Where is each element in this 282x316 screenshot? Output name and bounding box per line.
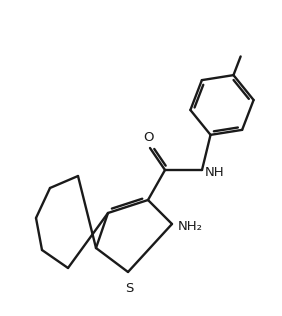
Text: NH₂: NH₂ [178, 221, 203, 234]
Text: S: S [125, 282, 133, 295]
Text: NH: NH [205, 166, 225, 179]
Text: O: O [143, 131, 153, 144]
